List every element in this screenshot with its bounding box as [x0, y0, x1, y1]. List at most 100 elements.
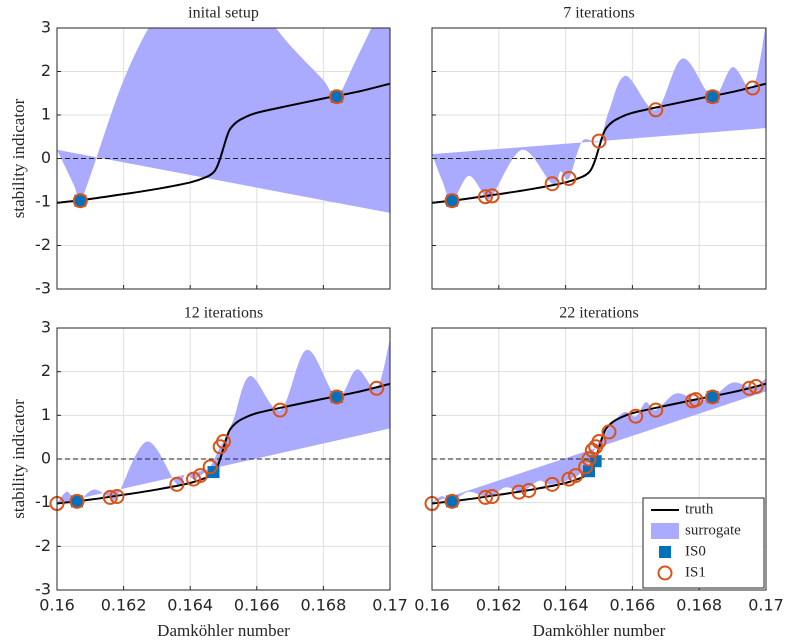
x-tick-label: 0.16	[39, 596, 75, 615]
x-tick-label: 0.162	[101, 596, 147, 615]
x-tick-label: 0.16	[414, 596, 450, 615]
legend-box	[642, 497, 765, 589]
is1-marker	[484, 489, 500, 505]
is1-marker	[628, 408, 644, 424]
is1-marker	[591, 434, 607, 450]
x-tick-label: 0.164	[167, 596, 213, 615]
is0-marker	[446, 495, 459, 508]
is0-marker	[70, 495, 83, 508]
y-tick-label: -2	[35, 536, 51, 555]
is1-marker	[688, 392, 704, 408]
y-tick-label: 1	[41, 405, 51, 424]
axes-box	[431, 27, 767, 290]
is1-marker	[216, 434, 231, 450]
legend-swatch	[657, 565, 673, 581]
plot-content	[57, 28, 390, 289]
is1-marker	[561, 171, 577, 187]
is1-marker	[109, 489, 125, 505]
is1-marker	[72, 193, 88, 209]
y-tick-label: -1	[35, 192, 51, 211]
surrogate-band	[57, 28, 390, 213]
surrogate-band	[57, 338, 390, 504]
is1-marker	[648, 102, 664, 118]
x-tick-label: 0.166	[234, 596, 280, 615]
subplot: 7 iterations	[431, 5, 767, 290]
is1-marker	[648, 402, 664, 418]
is1-marker	[544, 176, 560, 192]
is0-marker	[446, 194, 459, 207]
y-tick-label: 2	[41, 61, 51, 80]
axes-box	[56, 27, 391, 290]
x-axis-label: Damköhler number	[533, 621, 666, 640]
is1-marker	[705, 89, 721, 105]
is1-marker	[511, 484, 527, 500]
x-tick-label: 0.168	[676, 596, 722, 615]
x-tick-label: 0.168	[300, 596, 346, 615]
subplot-title: 22 iterations	[559, 305, 639, 322]
is0-marker	[706, 90, 719, 103]
is1-marker	[748, 379, 764, 395]
y-tick-label: -3	[35, 279, 51, 298]
is1-marker	[591, 133, 607, 149]
x-tick-label: 0.17	[748, 596, 784, 615]
is1-marker	[741, 380, 757, 396]
is0-marker	[330, 390, 343, 403]
is1-marker	[745, 80, 761, 96]
subplot-title: 7 iterations	[563, 5, 635, 22]
y-tick-label: -3	[35, 580, 51, 599]
is1-marker	[444, 193, 460, 209]
legend-label: truth	[685, 501, 714, 517]
legend-label: IS1	[685, 564, 706, 580]
y-axis-label: stability indicator	[9, 399, 28, 519]
is1-marker	[102, 489, 118, 505]
subplot: 0.16 0.162 0.164 0.166 0.168 0.17 22 iteration…	[414, 305, 784, 640]
x-tick-label: 0.17	[372, 596, 408, 615]
is1-marker	[477, 189, 493, 205]
y-tick-label: -2	[35, 235, 51, 254]
is1-marker	[477, 489, 493, 505]
is1-marker	[581, 451, 597, 467]
y-tick-label: 0	[41, 148, 51, 167]
y-axis-label: stability indicator	[9, 98, 28, 218]
y-tick-label: 0	[41, 449, 51, 468]
is1-marker	[705, 389, 721, 405]
is1-marker	[329, 389, 345, 405]
axes-box	[56, 327, 391, 591]
is1-marker	[601, 424, 617, 440]
is1-marker	[69, 493, 85, 509]
is1-marker	[272, 402, 288, 418]
legend-label: surrogate	[685, 522, 741, 538]
is1-marker	[544, 476, 560, 492]
legend-swatch	[651, 523, 679, 539]
is1-marker	[192, 468, 208, 484]
subplot: -3 -2 -1 0 1 2 3 inital setup stability indicato…	[9, 5, 391, 298]
is1-marker	[329, 89, 345, 105]
x-tick-label: 0.162	[476, 596, 522, 615]
surrogate-band	[432, 28, 766, 201]
subplot: 0.16 0.162 0.164 0.166 0.168 0.17 -3 -2 -1 0 1 2 3 12…	[9, 305, 408, 640]
is1-marker	[484, 188, 500, 204]
y-tick-label: 3	[41, 318, 51, 337]
subplot-title: 12 iterations	[184, 305, 264, 322]
subplot-title: inital setup	[188, 5, 259, 22]
x-tick-label: 0.164	[543, 596, 589, 615]
x-axis-label: Damköhler number	[157, 621, 290, 640]
truth-line	[57, 82, 390, 204]
is0-marker	[330, 90, 343, 103]
legend: truth surrogate IS0 IS1	[642, 497, 765, 589]
is0-marker	[74, 194, 87, 207]
is1-marker	[169, 476, 185, 492]
is0-marker	[706, 390, 719, 403]
is1-marker	[202, 459, 218, 475]
x-tick-label: 0.166	[609, 596, 655, 615]
is1-marker	[578, 459, 594, 475]
is1-marker	[568, 468, 584, 484]
surrogate-band	[432, 378, 766, 503]
is1-marker	[444, 493, 460, 509]
y-tick-label: 2	[41, 361, 51, 380]
y-tick-label: -1	[35, 492, 51, 511]
is1-marker	[369, 380, 385, 396]
legend-label: IS0	[685, 543, 706, 559]
y-tick-label: 1	[41, 105, 51, 124]
